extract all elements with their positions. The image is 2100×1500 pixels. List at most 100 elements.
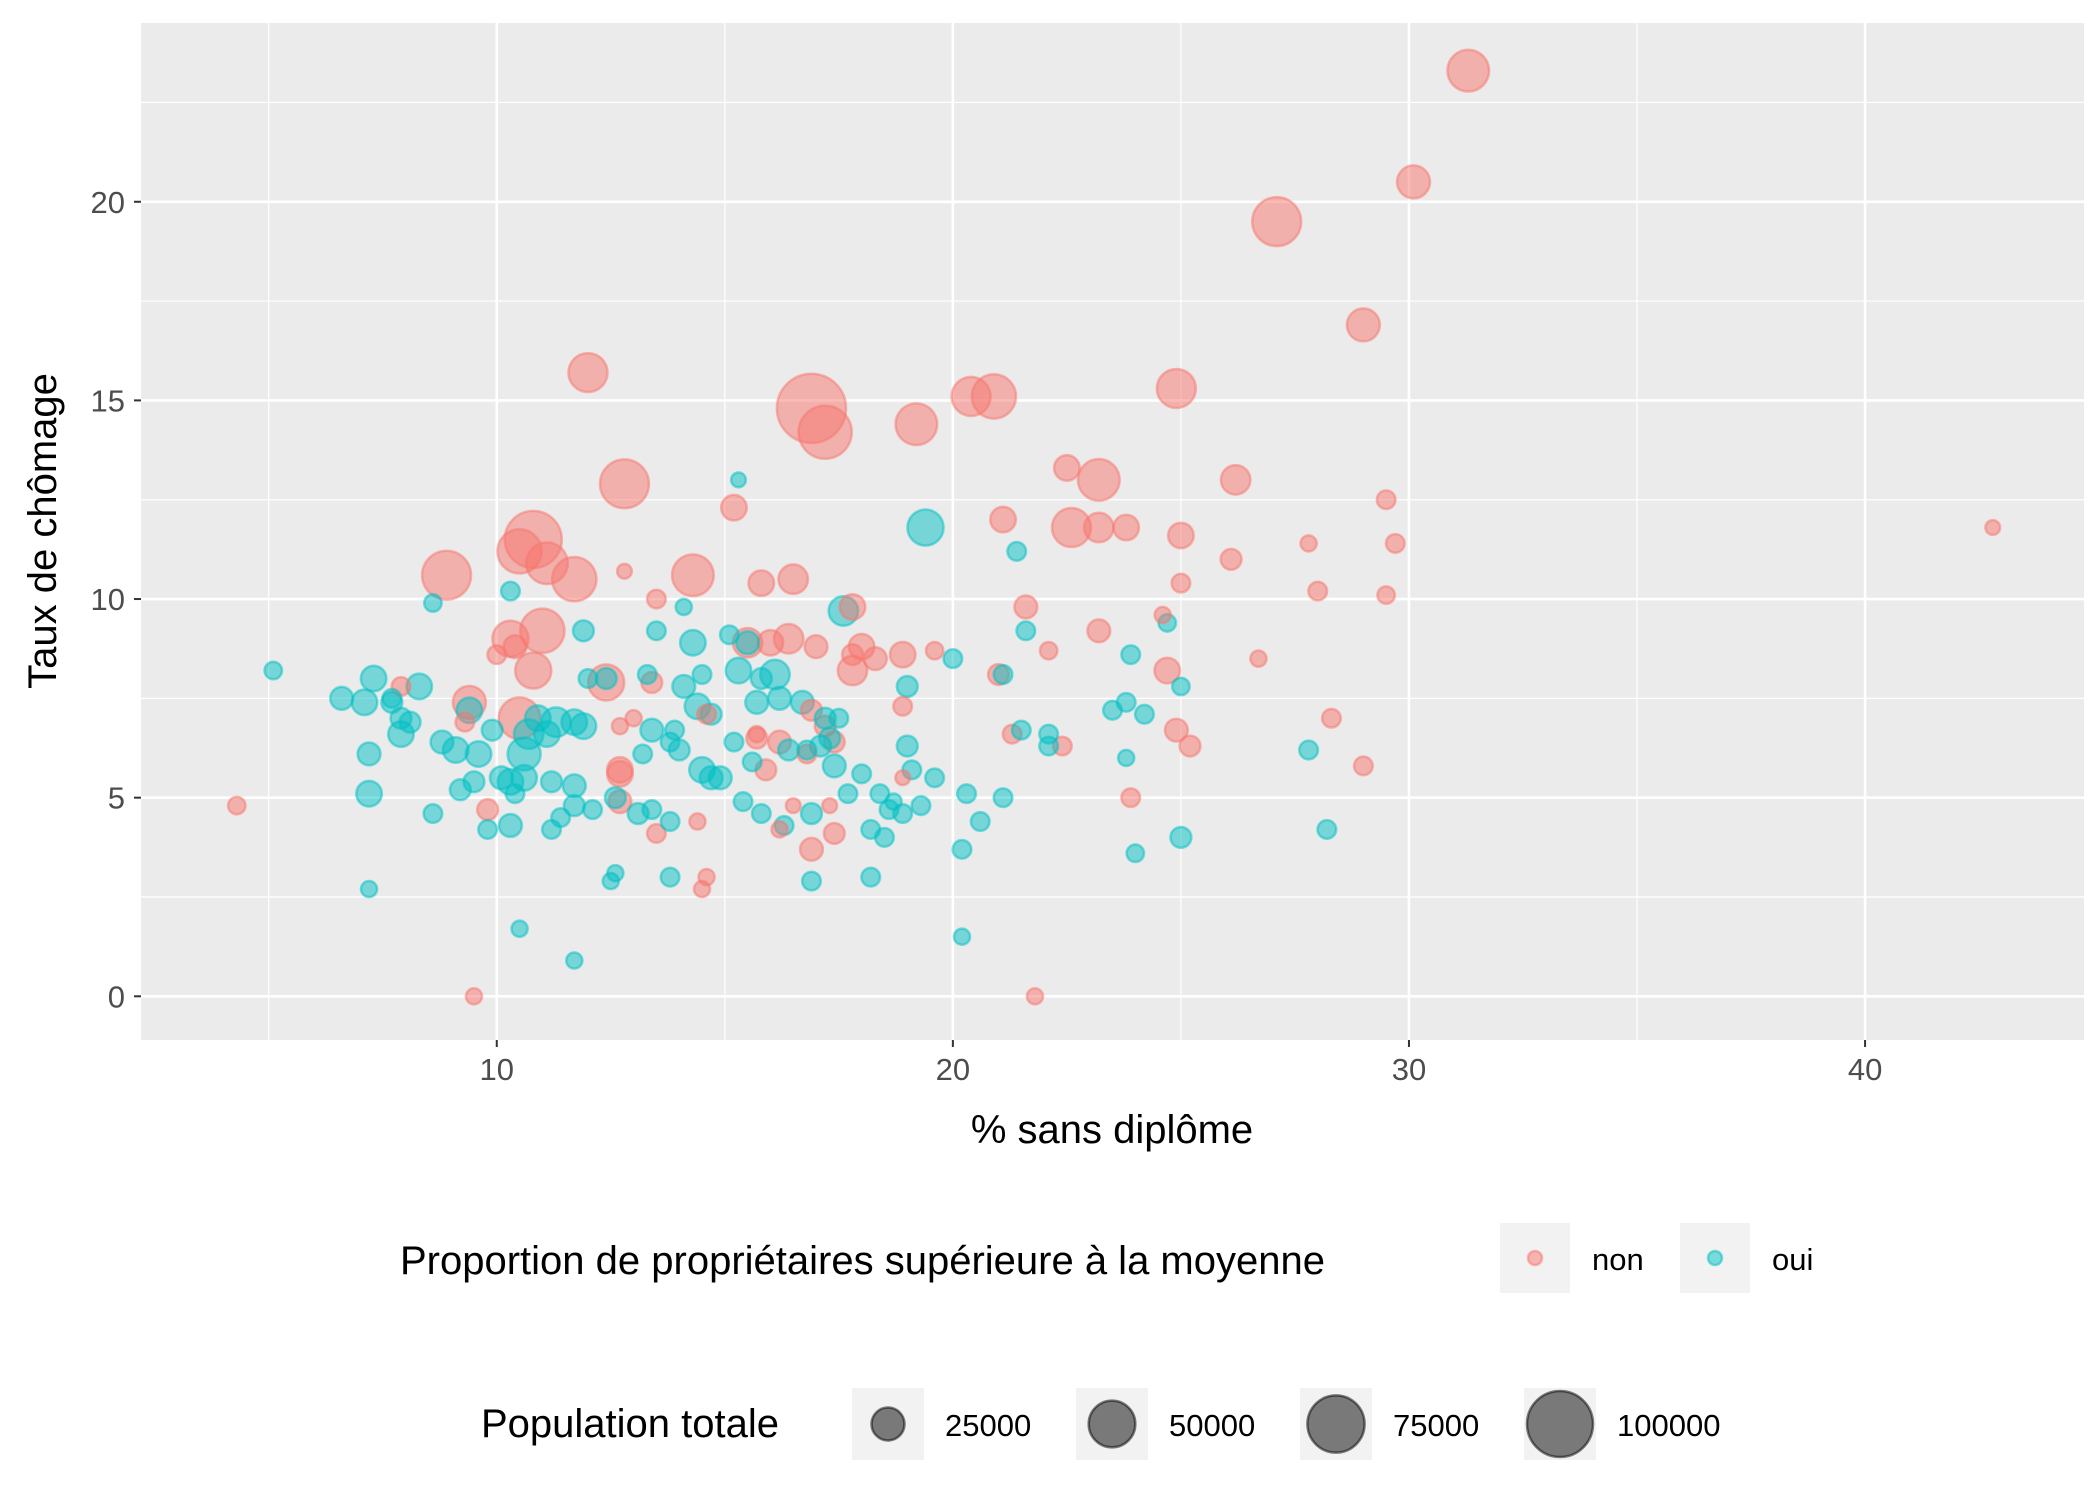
data-point-non: [1249, 649, 1268, 668]
data-point-oui: [603, 785, 628, 810]
data-point-oui: [955, 783, 978, 805]
x-tick-label: 30: [1392, 1052, 1426, 1087]
data-point-non: [464, 986, 484, 1006]
data-point-non: [822, 821, 846, 846]
data-point-oui: [561, 773, 587, 799]
data-point-non: [798, 836, 825, 862]
data-point-non: [645, 588, 667, 610]
data-point-oui: [477, 818, 499, 841]
data-point-oui: [799, 801, 824, 826]
data-point-non: [1013, 594, 1039, 620]
data-point-non: [610, 716, 630, 736]
data-point-non: [454, 711, 476, 733]
data-point-oui: [594, 666, 618, 691]
data-point-non: [1375, 489, 1397, 511]
size-legend-label: 100000: [1617, 1408, 1720, 1443]
data-point-oui: [429, 729, 455, 755]
data-point-non: [797, 404, 854, 461]
data-point-non: [1984, 518, 2002, 537]
data-point-non: [688, 812, 707, 831]
data-point-non: [1446, 48, 1491, 93]
data-point-oui: [381, 687, 403, 709]
data-point-non: [624, 708, 643, 728]
data-point-non: [1086, 618, 1112, 644]
data-point-oui: [951, 838, 973, 860]
data-point-oui: [942, 648, 964, 670]
data-point-non: [1153, 605, 1173, 625]
data-point-non: [784, 796, 802, 815]
data-point-non: [695, 703, 718, 725]
data-point-non: [777, 563, 810, 596]
x-tick-label: 10: [480, 1052, 514, 1087]
data-point-oui: [1298, 739, 1320, 761]
data-point-oui: [1116, 748, 1136, 768]
data-point-non: [1345, 307, 1382, 343]
data-point-oui: [952, 927, 972, 947]
data-point-oui: [1015, 620, 1037, 642]
size-legend-title: Population totale: [481, 1402, 779, 1446]
data-point-oui: [1115, 691, 1137, 713]
data-point-non: [894, 769, 912, 787]
data-point-oui: [564, 951, 584, 970]
data-point-non: [924, 640, 945, 661]
y-tick-label: 5: [108, 781, 125, 816]
data-point-oui: [895, 674, 919, 699]
data-point-non: [486, 644, 508, 666]
data-point-non: [1155, 367, 1198, 410]
data-point-oui: [664, 719, 686, 741]
data-point-non: [1112, 513, 1141, 542]
size-legend-swatch: [1525, 1389, 1595, 1459]
y-tick-label: 0: [108, 979, 125, 1014]
data-point-oui: [895, 734, 919, 758]
size-legend-swatch: [1306, 1394, 1366, 1454]
data-point-non: [1178, 734, 1202, 758]
data-point-non: [1352, 755, 1374, 777]
data-point-oui: [464, 739, 493, 768]
data-point-oui: [992, 787, 1014, 809]
data-point-oui: [828, 707, 850, 729]
data-point-non: [862, 645, 889, 672]
data-point-non: [1025, 986, 1045, 1006]
data-point-oui: [659, 810, 681, 833]
data-point-oui: [674, 597, 694, 617]
data-point-oui: [1038, 735, 1060, 757]
color-legend-title: Proportion de propriétaires supérieure à…: [400, 1239, 1325, 1283]
data-point-non: [892, 695, 914, 717]
size-legend-swatch: [870, 1406, 906, 1442]
data-point-oui: [741, 751, 763, 773]
data-point-oui: [750, 802, 772, 825]
data-point-non: [670, 553, 716, 598]
data-point-oui: [992, 663, 1014, 686]
color-legend-label-oui: oui: [1772, 1242, 1813, 1277]
data-point-non: [420, 549, 473, 601]
data-point-oui: [359, 879, 379, 899]
data-point-non: [513, 651, 553, 690]
data-point-oui: [499, 580, 522, 602]
data-point-oui: [873, 826, 896, 848]
data-point-non: [1170, 572, 1192, 594]
x-tick-label: 20: [936, 1052, 970, 1087]
data-point-non: [950, 375, 992, 418]
x-axis-title: % sans diplôme: [971, 1108, 1253, 1152]
data-point-non: [838, 592, 867, 622]
data-point-oui: [329, 685, 355, 712]
data-point-oui: [355, 779, 384, 808]
data-point-non: [524, 541, 570, 586]
data-point-non: [756, 628, 785, 657]
data-point-oui: [818, 726, 842, 750]
data-point-non: [598, 458, 651, 510]
size-legend-swatch: [1087, 1399, 1137, 1449]
data-point-oui: [448, 778, 472, 802]
data-point-oui: [263, 660, 284, 681]
data-point-oui: [639, 717, 665, 743]
data-point-oui: [356, 741, 382, 767]
data-point-oui: [569, 712, 598, 741]
data-point-oui: [678, 628, 707, 657]
data-point-oui: [497, 812, 524, 839]
size-legend-label: 25000: [945, 1408, 1031, 1443]
data-point-oui: [601, 871, 621, 891]
data-point-oui: [723, 731, 745, 753]
data-point-oui: [724, 656, 753, 685]
data-point-oui: [636, 663, 658, 686]
data-point-oui: [924, 767, 946, 789]
